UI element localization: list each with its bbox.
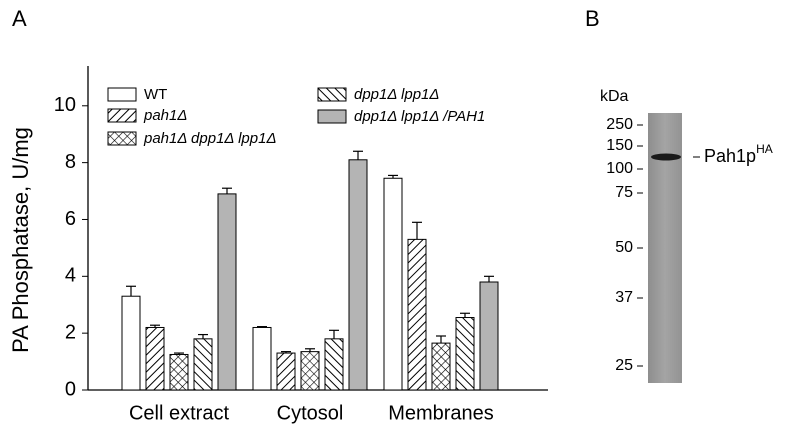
bar bbox=[276, 352, 296, 391]
panel-label: B bbox=[585, 6, 600, 31]
marker-label: 75 bbox=[615, 184, 633, 201]
marker-label: 25 bbox=[615, 357, 633, 374]
marker-label: 100 bbox=[606, 160, 633, 177]
x-tick-label: Cytosol bbox=[277, 402, 344, 424]
band-label: Pah1pHA bbox=[704, 142, 773, 166]
legend-swatch bbox=[107, 131, 137, 146]
legend-label: dpp1Δ lpp1Δ bbox=[354, 86, 439, 103]
legend-swatch bbox=[317, 87, 347, 102]
x-tick-label: Membranes bbox=[388, 402, 494, 424]
bar bbox=[193, 338, 213, 391]
bar bbox=[169, 353, 189, 391]
bar bbox=[252, 326, 272, 391]
blot-unit: kDa bbox=[600, 88, 629, 105]
y-tick-label: 0 bbox=[65, 378, 76, 400]
y-tick-label: 4 bbox=[65, 265, 76, 287]
bar bbox=[145, 326, 165, 391]
bar bbox=[121, 295, 141, 391]
blot-band bbox=[651, 153, 681, 161]
bar bbox=[431, 342, 451, 391]
y-tick-label: 6 bbox=[65, 208, 76, 230]
bar bbox=[348, 159, 368, 391]
bar bbox=[407, 238, 427, 391]
bar bbox=[479, 281, 499, 391]
bar bbox=[217, 193, 237, 391]
legend-label: pah1Δ bbox=[143, 107, 187, 124]
bar bbox=[324, 338, 344, 391]
bar bbox=[300, 351, 320, 391]
x-tick-label: Cell extract bbox=[129, 402, 229, 424]
panel-label: A bbox=[12, 6, 27, 31]
y-tick-label: 2 bbox=[65, 321, 76, 343]
bar bbox=[455, 317, 475, 391]
legend-label: pah1Δ dpp1Δ lpp1Δ bbox=[143, 130, 277, 147]
blot-lane bbox=[648, 113, 682, 383]
y-tick-label: 10 bbox=[54, 94, 76, 116]
legend-label: dpp1Δ lpp1Δ /PAH1 bbox=[354, 108, 485, 125]
y-tick-label: 8 bbox=[65, 151, 76, 173]
legend-swatch bbox=[317, 109, 347, 124]
y-axis-label: PA Phosphatase, U/mg bbox=[8, 127, 33, 353]
marker-label: 150 bbox=[606, 137, 633, 154]
legend-swatch bbox=[107, 87, 137, 102]
legend-label: WT bbox=[144, 86, 167, 103]
marker-label: 250 bbox=[606, 116, 633, 133]
bar bbox=[383, 177, 403, 391]
marker-label: 50 bbox=[615, 239, 633, 256]
legend-swatch bbox=[107, 108, 137, 123]
marker-label: 37 bbox=[615, 289, 633, 306]
